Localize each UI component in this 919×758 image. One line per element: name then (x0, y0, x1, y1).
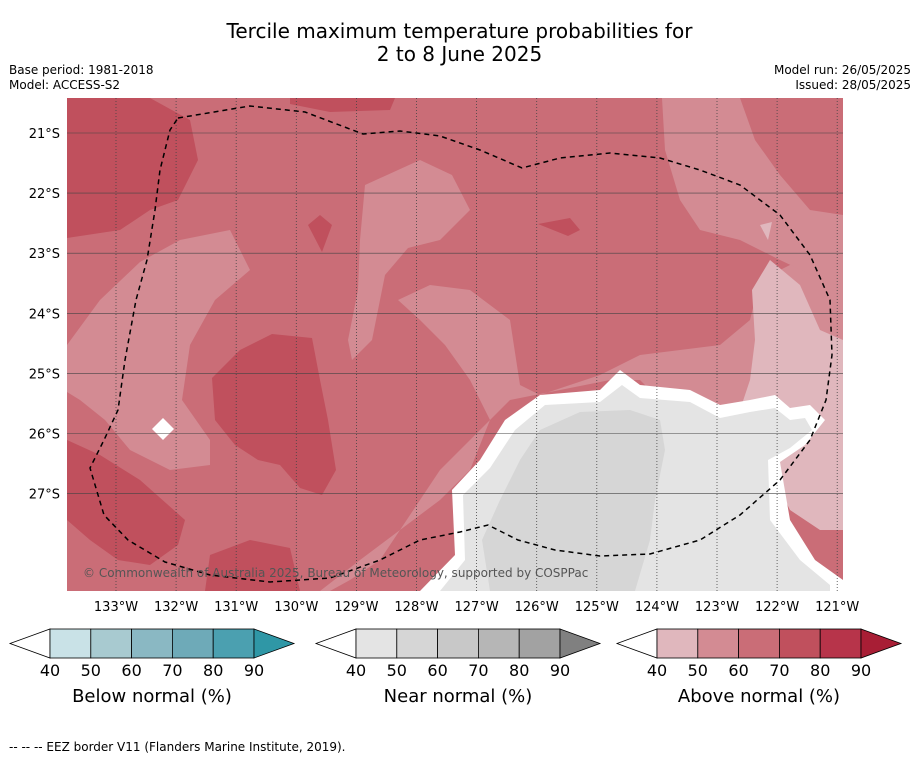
x-tick-label: 128°W (394, 600, 438, 615)
colorbar-below-label: Below normal (%) (72, 686, 232, 707)
colorbar-segment (355, 628, 398, 659)
issued-label: Issued: 28/05/2025 (795, 78, 911, 92)
shade-above-40-50-east (740, 260, 843, 530)
colorbar-segment (171, 628, 214, 659)
shade-above-70-80-spot1 (308, 215, 332, 252)
y-tick-label: 27°S (29, 488, 60, 503)
colorbar-tick-label: 40 (346, 661, 366, 680)
shade-above-50-60-centre (348, 160, 470, 360)
colorbar-segment (779, 628, 821, 659)
colorbar-tick-label: 50 (387, 661, 407, 680)
colorbar-segment (396, 628, 438, 659)
x-axis-ticks: 133°W 132°W 131°W 130°W 129°W 128°W 127°W 126°W… (94, 600, 860, 615)
shade-above-70-80-s (205, 540, 300, 591)
y-tick-label: 22°S (29, 187, 60, 202)
colorbar-extend-low (314, 628, 357, 659)
y-tick-label: 23°S (29, 247, 60, 262)
x-tick-label: 126°W (515, 600, 559, 615)
copyright-text: © Commonwealth of Australia 2025, Bureau… (83, 566, 588, 580)
colorbar-tick-label: 70 (468, 661, 488, 680)
x-tick-label: 132°W (154, 600, 198, 615)
colorbar-segment (656, 628, 699, 659)
x-tick-label: 129°W (334, 600, 378, 615)
colorbar-segment (437, 628, 479, 659)
colorbar-segment (518, 628, 561, 659)
page-title: Tercile maximum temperature probabilitie… (226, 19, 693, 43)
colorbar-tick-label: 80 (810, 661, 830, 680)
colorbar-extend-high (253, 628, 296, 659)
colorbar-extend-low (615, 628, 658, 659)
x-tick-label: 127°W (455, 600, 499, 615)
eez-legend-note: -- -- -- EEZ border V11 (Flanders Marine… (9, 740, 346, 754)
colorbar-0: 40 50 60 70 80 90 (8, 628, 296, 680)
colorbar-tick-label: 50 (81, 661, 101, 680)
x-tick-label: 130°W (274, 600, 318, 615)
colorbar-extend-high (559, 628, 602, 659)
x-tick-label: 122°W (755, 600, 799, 615)
model-run-label: Model run: 26/05/2025 (773, 63, 911, 77)
shade-above-50-60-west (67, 230, 250, 470)
shade-above-70-80-n (290, 98, 395, 112)
colorbar-2: 40 50 60 70 80 90 (615, 628, 903, 680)
colorbar-tick-label: 90 (550, 661, 570, 680)
map-fill (67, 98, 843, 591)
shade-near-50-60 (482, 410, 665, 591)
x-tick-label: 123°W (695, 600, 739, 615)
colorbar-extend-low (8, 628, 51, 659)
y-axis-ticks: 21°S 22°S 23°S 24°S 25°S 26°S 27°S (29, 127, 60, 503)
colorbar-tick-label: 70 (769, 661, 789, 680)
colorbar-tick-label: 80 (203, 661, 223, 680)
colorbar-tick-label: 40 (40, 661, 60, 680)
shade-above-50-60-east (320, 258, 843, 591)
gridlines (67, 98, 843, 591)
y-tick-label: 21°S (29, 127, 60, 142)
colorbar-tick-label: 50 (688, 661, 708, 680)
model-label: Model: ACCESS-S2 (9, 78, 121, 92)
shade-above-70-80-spot2 (538, 218, 580, 236)
page-subtitle: 2 to 8 June 2025 (376, 42, 543, 66)
shade-above-40-50-spot (760, 222, 772, 240)
colorbar-segment (819, 628, 862, 659)
colorbar-tick-label: 60 (427, 661, 447, 680)
y-tick-label: 25°S (29, 367, 60, 382)
colorbars: 40 50 60 70 80 90 40 50 60 70 80 90 40 50 60 70 80 90 (8, 628, 903, 680)
x-tick-label: 124°W (635, 600, 679, 615)
colorbar-segment (738, 628, 780, 659)
y-tick-label: 24°S (29, 307, 60, 322)
colorbar-tick-label: 90 (851, 661, 871, 680)
colorbar-tick-label: 40 (647, 661, 667, 680)
colorbar-segment (90, 628, 133, 659)
colorbar-1: 40 50 60 70 80 90 (314, 628, 602, 680)
shade-above-70-80-centre (212, 334, 336, 495)
shade-white-diamond (152, 418, 174, 440)
colorbar-segment (131, 628, 173, 659)
y-tick-label: 26°S (29, 428, 60, 443)
shade-above-70-80-sw (67, 440, 185, 565)
colorbar-extend-high (860, 628, 903, 659)
colorbar-segment (212, 628, 255, 659)
colorbar-tick-label: 80 (509, 661, 529, 680)
colorbar-segment (697, 628, 739, 659)
colorbar-above-label: Above normal (%) (677, 686, 841, 707)
x-tick-label: 133°W (94, 600, 138, 615)
colorbar-tick-label: 90 (244, 661, 264, 680)
x-tick-label: 121°W (815, 600, 859, 615)
colorbar-segment (49, 628, 92, 659)
eez-border-line (89, 105, 833, 583)
colorbar-segment (477, 628, 520, 659)
base-period-label: Base period: 1981-2018 (9, 63, 154, 77)
x-tick-label: 125°W (575, 600, 619, 615)
x-tick-label: 131°W (214, 600, 258, 615)
colorbar-near-label: Near normal (%) (383, 686, 533, 707)
colorbar-tick-label: 60 (728, 661, 748, 680)
colorbar-tick-label: 60 (121, 661, 141, 680)
colorbar-tick-label: 70 (162, 661, 182, 680)
